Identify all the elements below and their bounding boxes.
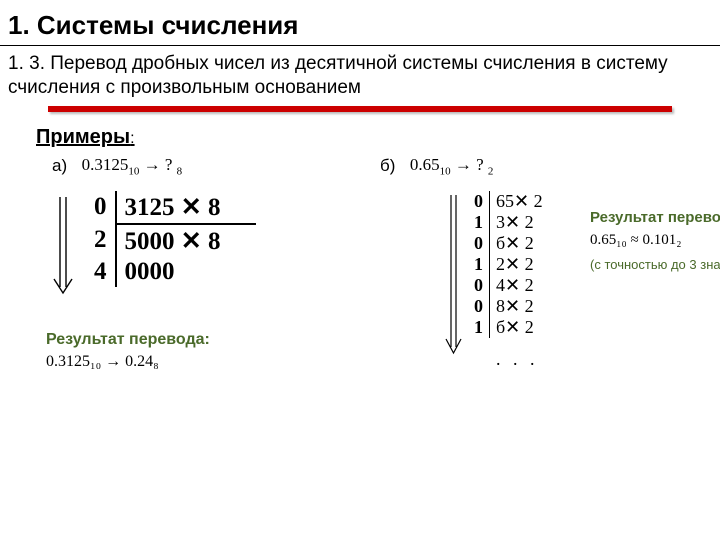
table-row: 4 0000 (86, 257, 256, 287)
table-row: 2 5000 ✕ 8 (86, 224, 256, 257)
formula-b-rhs-sub: 2 (488, 165, 494, 177)
frac-cell: 65✕ 2 (490, 191, 549, 212)
frac-cell: 8✕ 2 (490, 296, 549, 317)
examples-heading: Примеры: (0, 112, 720, 155)
formula-b-rhs: ? (476, 155, 484, 174)
frac-cell: б✕ 2 (490, 233, 549, 254)
int-cell: 1 (468, 317, 490, 338)
example-b: б) 0.6510 → ? 2 065✕ 2 13✕ 2 0б✕ 2 12✕ 2… (380, 155, 710, 191)
example-a: а) 0.312510 → ? 8 0 3125 ✕ 8 2 5000 ✕ 8 (52, 155, 352, 191)
table-row: 13✕ 2 (468, 212, 549, 233)
result-a-label: Результат перевода: (46, 331, 210, 349)
examples-colon: : (130, 130, 134, 147)
int-cell: 0 (468, 275, 490, 296)
table-row: 0 3125 ✕ 8 (86, 191, 256, 224)
example-b-formula: 0.6510 → ? 2 (410, 155, 494, 177)
formula-b-arrow: → (455, 155, 472, 174)
section-subtitle: 1. 3. Перевод дробных чисел из десятично… (0, 46, 720, 106)
table-row: 12✕ 2 (468, 254, 549, 275)
down-arrow-icon (440, 191, 470, 359)
result-b-label: Результат перевода: (590, 209, 720, 226)
frac-cell: 4✕ 2 (490, 275, 549, 296)
frac-cell: 5000 ✕ 8 (116, 224, 256, 257)
example-a-table: 0 3125 ✕ 8 2 5000 ✕ 8 4 0000 (86, 191, 256, 287)
table-row: 0б✕ 2 (468, 233, 549, 254)
int-cell: 0 (468, 296, 490, 317)
int-cell: 0 (86, 191, 116, 224)
frac-cell: 3125 ✕ 8 (116, 191, 256, 224)
example-b-label: б) (380, 156, 395, 176)
down-arrow-icon (46, 191, 82, 301)
example-b-ellipsis: . . . (496, 349, 539, 370)
formula-a-lhs-sub: 10 (128, 165, 139, 177)
example-a-result: Результат перевода: 0.3125₁₀ → 0.24₈ (46, 331, 210, 371)
example-a-formula: 0.312510 → ? 8 (82, 155, 183, 177)
int-cell: 2 (86, 224, 116, 257)
frac-cell: 2✕ 2 (490, 254, 549, 275)
int-cell: 0 (468, 191, 490, 212)
formula-a-rhs: ? (165, 155, 173, 174)
table-row: 04✕ 2 (468, 275, 549, 296)
formula-a-arrow: → (144, 155, 161, 174)
result-b-formula: 0.65₁₀ ≈ 0.101₂ (590, 232, 720, 249)
frac-cell: б✕ 2 (490, 317, 549, 338)
frac-cell: 0000 (116, 257, 256, 287)
result-a-formula: 0.3125₁₀ → 0.24₈ (46, 353, 210, 371)
table-row: 065✕ 2 (468, 191, 549, 212)
formula-a-rhs-sub: 8 (177, 165, 183, 177)
int-cell: 4 (86, 257, 116, 287)
examples-word: Примеры (36, 126, 130, 148)
example-b-table: 065✕ 2 13✕ 2 0б✕ 2 12✕ 2 04✕ 2 08✕ 2 1б✕… (468, 191, 549, 338)
result-b-note: (с точностью до 3 знаков) (590, 257, 720, 273)
int-cell: 1 (468, 254, 490, 275)
table-row: 1б✕ 2 (468, 317, 549, 338)
frac-cell: 3✕ 2 (490, 212, 549, 233)
formula-b-lhs-sub: 10 (440, 165, 451, 177)
int-cell: 1 (468, 212, 490, 233)
table-row: 08✕ 2 (468, 296, 549, 317)
page-title: 1. Системы счисления (0, 0, 720, 46)
formula-b-lhs: 0.65 (410, 155, 440, 174)
int-cell: 0 (468, 233, 490, 254)
formula-a-lhs: 0.3125 (82, 155, 129, 174)
example-a-label: а) (52, 156, 67, 176)
example-b-result: Результат перевода: 0.65₁₀ ≈ 0.101₂ (с т… (590, 209, 720, 273)
